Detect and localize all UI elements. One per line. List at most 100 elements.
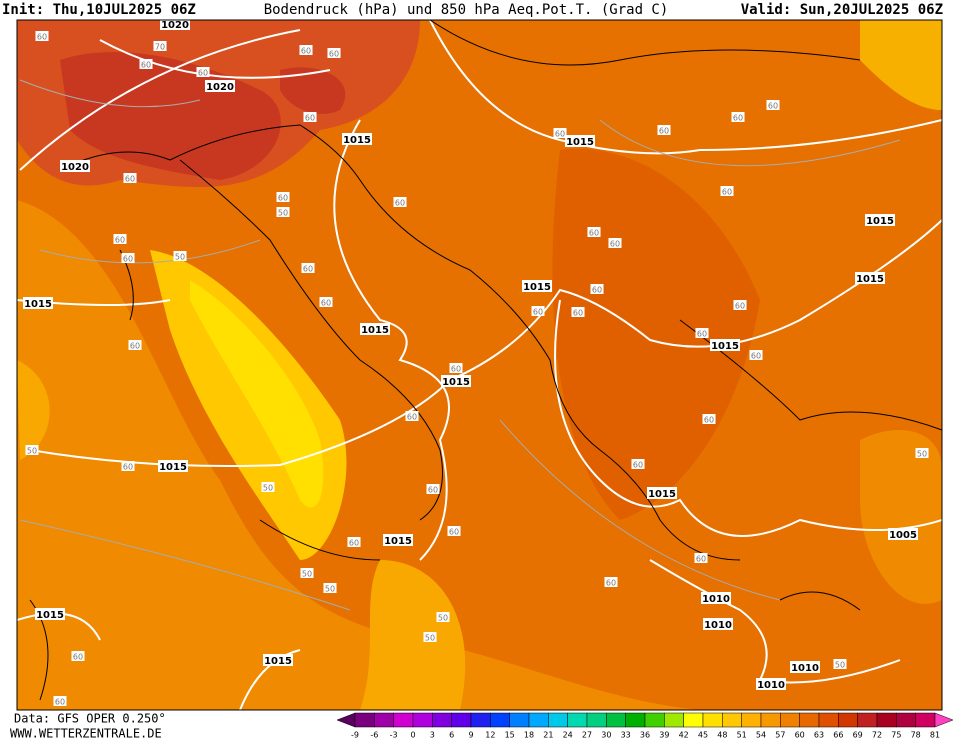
isobar-label: 1015 (523, 282, 551, 293)
colorbar-swatch (509, 712, 530, 728)
colorbar-swatch (896, 712, 916, 728)
theta-label-box (423, 632, 437, 642)
colorbar-label: 3 (430, 731, 435, 740)
colorbar-label: 81 (930, 731, 940, 740)
theta-label-box (393, 197, 407, 207)
theta-label: 60 (733, 114, 743, 123)
isobar-label-box (441, 375, 471, 387)
colorbar-swatch (432, 712, 452, 728)
colorbar-label: 72 (872, 731, 882, 740)
theta-label-box (276, 207, 290, 217)
colorbar-swatch (876, 712, 897, 728)
isobar-label: 1015 (566, 137, 594, 148)
theta-label-box (327, 48, 341, 58)
colorbar-swatch (606, 712, 626, 728)
theta-label-box (71, 651, 85, 661)
isobar-label: 1015 (361, 325, 389, 336)
theta-label-box (531, 306, 545, 316)
theta-label-box (299, 45, 313, 55)
theta-label: 60 (768, 102, 778, 111)
theta-label-box (766, 100, 780, 110)
isobar-label: 1015 (648, 489, 676, 500)
colorbar-swatch (586, 712, 607, 728)
theta-label-box (25, 445, 39, 455)
colorbar-label: 9 (468, 731, 473, 740)
theta-label: 60 (321, 299, 331, 308)
theta-label-box (301, 263, 315, 273)
theta-label: 60 (55, 698, 65, 707)
theta-label-box (571, 307, 585, 317)
theta-label-box (833, 659, 847, 669)
colorbar-swatch (741, 712, 762, 728)
isobar-label-box (756, 678, 786, 690)
colorbar-swatch (683, 712, 704, 728)
map-frame (16, 19, 943, 711)
theta-label: 50 (835, 661, 845, 670)
colorbar-label: 45 (698, 731, 708, 740)
isobar-label: 1015 (384, 536, 412, 547)
colorbar-label: 0 (410, 731, 415, 740)
isobar-label-box (522, 280, 552, 292)
theta-label: 60 (704, 416, 714, 425)
colorbar-label: 30 (601, 731, 611, 740)
isobar-label-box (865, 214, 895, 226)
theta-label: 60 (573, 309, 583, 318)
theta-label: 60 (395, 199, 405, 208)
isobar-label: 1020 (61, 162, 89, 173)
theta-label: 60 (305, 114, 315, 123)
theta-label: 60 (428, 486, 438, 495)
colorbar-label: 27 (582, 731, 592, 740)
theta-label-box (300, 568, 314, 578)
colorbar-label: -6 (370, 731, 378, 740)
colorbar-label: 39 (659, 731, 669, 740)
theta-label-box (449, 363, 463, 373)
theta-label: 60 (633, 461, 643, 470)
colorbar-label: 15 (505, 731, 515, 740)
colorbar-swatch (625, 712, 646, 728)
theta-label: 60 (37, 33, 47, 42)
theta-label-box (553, 128, 567, 138)
isobar-label-box (855, 272, 885, 284)
theta-label: 50 (27, 447, 37, 456)
theta-label-box (347, 537, 361, 547)
theta-label-box (113, 234, 127, 244)
theta-label-box (121, 461, 135, 471)
colorbar-label: 36 (640, 731, 650, 740)
colorbar-label: 63 (814, 731, 824, 740)
isobar-label-box (158, 460, 188, 472)
theta-label: 60 (592, 286, 602, 295)
theta-label-box (590, 284, 604, 294)
colorbar-label: 78 (911, 731, 921, 740)
isobar-label-box (35, 608, 65, 620)
theta-label-box (303, 112, 317, 122)
colorbar-swatch (451, 712, 472, 728)
map-field: 1020 1020 1020 1015 1015 1015 1015 1015 1015 1015… (17, 20, 942, 710)
theta-label: 60 (198, 69, 208, 78)
colorbar-swatch (915, 712, 936, 728)
isobar-label: 1015 (866, 216, 894, 227)
data-source: Data: GFS OPER 0.250° (14, 712, 166, 726)
theta-label: 60 (589, 229, 599, 238)
theta-label-box (426, 484, 440, 494)
theta-label: 60 (610, 240, 620, 249)
colorbar: -9 -6 -3 0 3 6 9 12 15 18 21 24 27 30 33 36 39 42 45 48 51 54… (336, 712, 954, 740)
valid-time: Valid: Sun,20JUL2025 06Z (741, 2, 943, 18)
isobar-label: 1015 (36, 610, 64, 621)
theta-label-box (173, 251, 187, 261)
isobar-label-box (383, 534, 413, 546)
theta-label: 50 (175, 253, 185, 262)
theta-label-box (657, 125, 671, 135)
colorbar-swatch (722, 712, 742, 728)
isobar-label-box (701, 592, 731, 604)
colorbar-label: 33 (621, 731, 631, 740)
isobar-label-box (360, 323, 390, 335)
theta-label: 50 (278, 209, 288, 218)
theta-label-box (128, 340, 142, 350)
theta-label-box (436, 612, 450, 622)
isobar-label-box (703, 618, 733, 630)
theta-label-box (749, 350, 763, 360)
isobar-label: 1010 (757, 680, 785, 691)
theta-label: 60 (278, 194, 288, 203)
theta-label-box (53, 696, 67, 706)
